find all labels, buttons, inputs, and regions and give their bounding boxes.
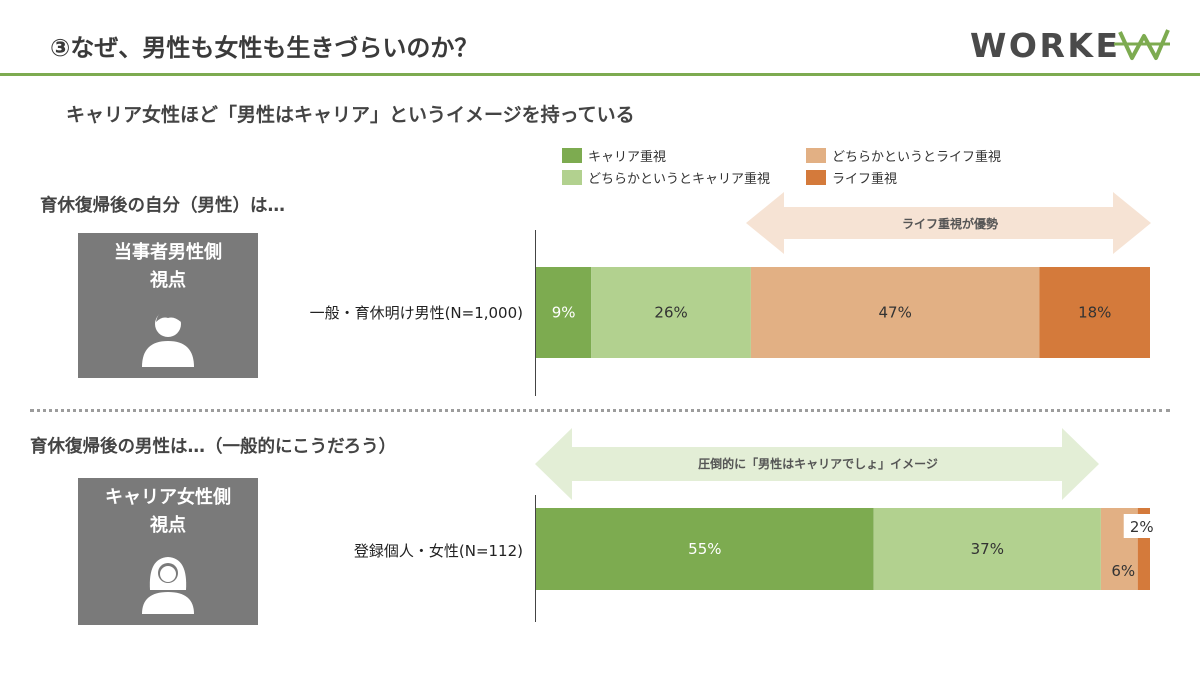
- bar-label-row0-series2: 47%: [879, 304, 912, 322]
- persona-box-male: 当事者男性側 視点: [78, 233, 258, 378]
- workex-logo: WORKE: [970, 26, 1170, 65]
- persona-title-male-line2: 視点: [150, 270, 186, 291]
- bar-segment-row0-series0: [536, 267, 592, 358]
- row-label-female: 登録個人・女性(N=112): [353, 542, 523, 560]
- legend-swatch-somewhat-career: [562, 170, 582, 185]
- legend-item-life: ライフ重視: [806, 168, 897, 187]
- legend-label-life: ライフ重視: [832, 172, 898, 187]
- section-divider: [30, 409, 1170, 412]
- bar-label-row1-series3: 2%: [1130, 518, 1154, 536]
- bar-label-box-row1-series3: [1123, 514, 1160, 538]
- woman-avatar-icon: [142, 557, 194, 614]
- persona-box-female: キャリア女性側 視点: [78, 478, 258, 625]
- bar-label-row0-series0: 9%: [552, 304, 576, 322]
- chart-subtitle: キャリア女性ほど「男性はキャリア」というイメージを持っている: [66, 104, 635, 126]
- header-rule: [0, 73, 1200, 76]
- bar-segment-row0-series1: [591, 267, 751, 358]
- arrow-label-life-dominant: ライフ重視が優勢: [902, 216, 998, 231]
- bar-segment-row1-series1: [873, 508, 1101, 590]
- bar-label-row0-series1: 26%: [654, 304, 687, 322]
- persona-title-female-line1: キャリア女性側: [105, 487, 231, 508]
- legend-item-career: キャリア重視: [562, 146, 666, 165]
- bar-label-row1-series0: 55%: [688, 540, 721, 558]
- man-avatar-icon: [142, 310, 194, 367]
- svg-text:WORKE: WORKE: [970, 26, 1120, 65]
- legend-label-somewhat-life: どちらかというとライフ重視: [832, 150, 1002, 165]
- persona-title-female-line2: 視点: [150, 515, 186, 536]
- arrow-career-image: [535, 428, 1099, 500]
- legend-item-somewhat-career: どちらかというとキャリア重視: [562, 168, 770, 187]
- legend-label-career: キャリア重視: [588, 150, 667, 165]
- legend-swatch-career: [562, 148, 582, 163]
- row-label-male: 一般・育休明け男性(N=1,000): [309, 304, 523, 322]
- bar-label-row0-series3: 18%: [1078, 304, 1111, 322]
- bar-label-row1-series2: 6%: [1111, 562, 1135, 580]
- legend-swatch-somewhat-life: [806, 148, 826, 163]
- arrow-life-dominant: [746, 192, 1151, 254]
- bar-segment-row0-series2: [750, 267, 1040, 358]
- arrow-label-career-image: 圧倒的に「男性はキャリアでしょ」イメージ: [698, 456, 938, 471]
- section-heading-male: 育休復帰後の自分（男性）は…: [40, 196, 285, 216]
- bar-label-row1-series1: 37%: [971, 540, 1004, 558]
- bar-segment-row1-series0: [536, 508, 874, 590]
- legend-swatch-life: [806, 170, 826, 185]
- section-heading-female: 育休復帰後の男性は…（一般的にこうだろう）: [30, 437, 397, 457]
- persona-title-male-line1: 当事者男性側: [114, 242, 222, 263]
- legend-item-somewhat-life: どちらかというとライフ重視: [806, 146, 1001, 165]
- bar-segment-row0-series3: [1039, 267, 1150, 358]
- page-title: ③なぜ、男性も女性も生きづらいのか？: [50, 34, 479, 62]
- legend-label-somewhat-career: どちらかというとキャリア重視: [588, 172, 771, 187]
